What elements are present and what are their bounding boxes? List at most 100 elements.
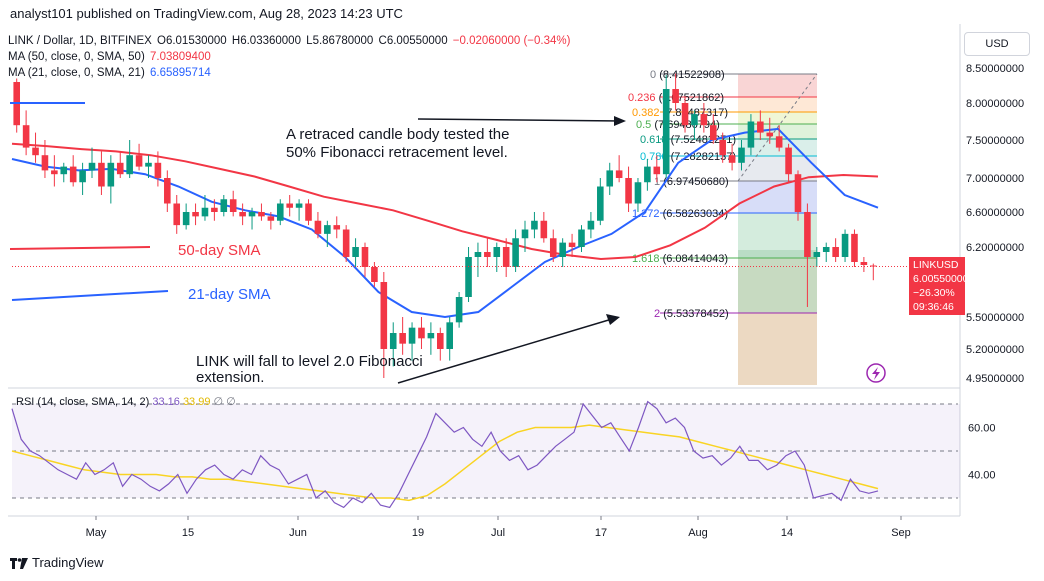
price-tick-label: 5.20000000: [966, 344, 1024, 356]
candle-body: [333, 225, 341, 230]
currency-button[interactable]: USD: [964, 32, 1030, 56]
tradingview-logo[interactable]: TradingView: [10, 555, 104, 570]
candle: [60, 162, 68, 183]
ohlc-low: L5.86780000: [306, 35, 374, 47]
price-tick-label: 7.00000000: [966, 173, 1024, 185]
candle: [154, 151, 162, 187]
candle: [502, 238, 510, 277]
rsi-tick-label: 40.00: [968, 470, 996, 482]
candle: [389, 322, 397, 367]
lightning-glyph: [872, 367, 880, 380]
candle: [258, 203, 265, 221]
price-tick-label: 4.95000000: [966, 373, 1024, 385]
candle: [644, 159, 651, 191]
candle-body: [305, 203, 312, 221]
candle: [709, 114, 717, 144]
candle-body: [51, 170, 58, 175]
candle-body: [634, 182, 642, 204]
candle: [69, 155, 77, 187]
candle: [512, 229, 519, 272]
rsi-legend[interactable]: RSI (14, close, SMA, 14, 2) 33.16 33.99 …: [16, 395, 236, 408]
candle-body: [757, 121, 764, 133]
candle: [540, 212, 548, 243]
time-tick-label: 19: [412, 527, 424, 539]
candle-body: [79, 170, 86, 183]
fall-arrow: [397, 318, 613, 384]
candle-body: [135, 155, 143, 167]
price-tick-label: 7.50000000: [966, 135, 1024, 147]
candle-body: [493, 247, 501, 257]
candle-body: [794, 174, 802, 212]
ohlc-open: O6.01530000: [157, 35, 227, 47]
candle: [785, 143, 792, 183]
fib-level-ratio: 0.382: [632, 107, 663, 119]
lightning-icon[interactable]: [866, 363, 886, 383]
rsi-value: 33.16: [152, 396, 180, 408]
candle-body: [474, 252, 482, 257]
fib-level-label: 1.272 (6.58263034): [632, 208, 728, 220]
candle: [474, 242, 482, 277]
ma21-label[interactable]: MA (21, close, 0, SMA, 21): [8, 67, 145, 79]
rsi-label: RSI (14, close, SMA, 14, 2): [16, 396, 150, 408]
candle-body: [615, 170, 623, 178]
candle-body: [276, 203, 284, 221]
candle-body: [399, 333, 406, 344]
time-axis: May 15 Jun 19 Jul 17 Aug 14 Sep: [86, 516, 911, 539]
candle: [342, 225, 350, 262]
time-tick-label: 15: [182, 527, 194, 539]
fib-level-price: (6.97450680): [663, 176, 728, 188]
candle: [606, 162, 614, 195]
candle: [587, 212, 595, 239]
symbol-label[interactable]: LINK / Dollar, 1D, BITFINEX: [8, 35, 152, 47]
candle-body: [531, 220, 538, 230]
badge-timer: 09:36:46: [913, 301, 954, 313]
rsi-line: [11, 400, 879, 509]
candle: [653, 155, 661, 183]
candle: [832, 238, 839, 262]
rsi-axis: 60.00 40.00: [968, 423, 996, 482]
rsi-extra: ∅ ∅: [213, 396, 236, 408]
fib-zone: [738, 156, 817, 181]
candle-body: [540, 220, 548, 239]
candle-body: [164, 178, 171, 204]
ma50-label[interactable]: MA (50, close, 0, SMA, 50): [8, 51, 145, 63]
candle-body: [625, 178, 632, 204]
fib-level-label: 0 (8.41522908): [650, 69, 725, 81]
candle: [295, 199, 303, 221]
price-tick-label: 6.60000000: [966, 207, 1024, 219]
rsi-ma-line: [11, 424, 879, 502]
annotation-fall-2: extension.: [196, 369, 264, 386]
candle-body: [126, 155, 133, 175]
candle-body: [408, 327, 416, 344]
fib-zone-target: [738, 250, 817, 313]
candle: [145, 155, 152, 178]
candle-body: [785, 147, 792, 175]
fib-level-ratio: 0.236: [628, 92, 659, 104]
fib-level-ratio: 1.618: [632, 253, 663, 265]
candle: [766, 117, 774, 144]
rsi-lines: [11, 400, 879, 509]
fib-level-label: 0.382 (7.86487317): [632, 107, 728, 119]
candle: [531, 212, 538, 239]
candle-body: [145, 162, 152, 167]
badge-change: −26.30%: [913, 287, 955, 299]
candle: [229, 190, 237, 217]
candle: [738, 140, 745, 171]
candle: [484, 238, 491, 267]
candle: [615, 155, 623, 183]
candle-body: [182, 212, 190, 226]
annotation-layer: A retraced candle body tested the 50% Fi…: [9, 102, 886, 386]
fib-level-label: 1 (6.97450680): [654, 176, 729, 188]
candle-body: [446, 322, 454, 349]
candle-body: [465, 257, 472, 297]
candle: [860, 257, 868, 272]
candle: [493, 242, 501, 272]
candle-body: [98, 162, 105, 187]
candle-body: [502, 247, 510, 267]
candle: [418, 317, 425, 349]
time-tick-label: Aug: [688, 527, 708, 539]
retrace-arrowhead: [614, 116, 626, 126]
tradingview-icon: [10, 557, 28, 569]
candle: [248, 207, 256, 230]
